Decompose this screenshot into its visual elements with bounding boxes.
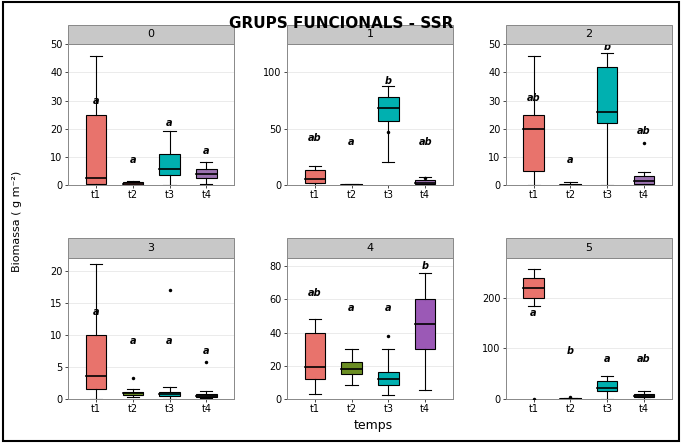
Bar [305, 333, 325, 379]
Text: a: a [166, 118, 173, 128]
Bar [524, 115, 544, 171]
Bar [160, 154, 179, 175]
Text: ab: ab [308, 133, 321, 143]
Bar [415, 180, 435, 184]
Text: a: a [130, 155, 136, 165]
Text: a: a [349, 137, 355, 147]
Text: a: a [604, 354, 610, 364]
Bar [415, 299, 435, 349]
Text: 0: 0 [147, 29, 155, 39]
Bar [597, 381, 617, 391]
Text: a: a [93, 96, 99, 105]
Text: GRUPS FUNCIONALS - SSR: GRUPS FUNCIONALS - SSR [229, 16, 453, 31]
Text: ab: ab [637, 354, 651, 364]
Text: a: a [349, 303, 355, 313]
Text: Biomassa ( g m⁻²): Biomassa ( g m⁻²) [12, 171, 22, 272]
Text: a: a [203, 346, 209, 356]
Bar [634, 176, 654, 183]
Bar [86, 335, 106, 389]
Bar [342, 184, 361, 185]
Text: a: a [385, 303, 391, 313]
Bar [287, 25, 453, 44]
Text: 3: 3 [147, 243, 155, 253]
Bar [196, 393, 216, 397]
Bar [524, 278, 544, 298]
Text: a: a [531, 308, 537, 319]
Text: a: a [567, 155, 574, 165]
Bar [86, 115, 106, 183]
Text: ab: ab [637, 127, 651, 136]
Bar [634, 394, 654, 397]
Text: ab: ab [308, 288, 321, 298]
Text: 1: 1 [366, 29, 374, 39]
Text: ab: ab [419, 137, 432, 147]
Text: a: a [93, 307, 99, 317]
Text: 2: 2 [585, 29, 593, 39]
Bar [379, 372, 398, 385]
Bar [123, 392, 143, 395]
Bar [68, 25, 234, 44]
Text: temps: temps [353, 419, 393, 432]
Bar [342, 362, 361, 374]
Text: ab: ab [527, 93, 540, 103]
Text: a: a [166, 336, 173, 346]
Bar [379, 97, 398, 121]
Text: 5: 5 [585, 243, 593, 253]
Bar [506, 238, 672, 258]
Bar [305, 170, 325, 183]
Bar [160, 392, 179, 396]
Text: a: a [130, 336, 136, 346]
Bar [123, 183, 143, 185]
Bar [196, 170, 216, 178]
Text: b: b [567, 346, 574, 356]
Text: a: a [203, 146, 209, 156]
Bar [597, 67, 617, 123]
Text: b: b [421, 261, 429, 272]
Bar [68, 238, 234, 258]
Text: b: b [604, 42, 611, 52]
Bar [561, 184, 580, 185]
Bar [506, 25, 672, 44]
Text: 4: 4 [366, 243, 374, 253]
Text: b: b [385, 77, 392, 86]
Bar [287, 238, 453, 258]
